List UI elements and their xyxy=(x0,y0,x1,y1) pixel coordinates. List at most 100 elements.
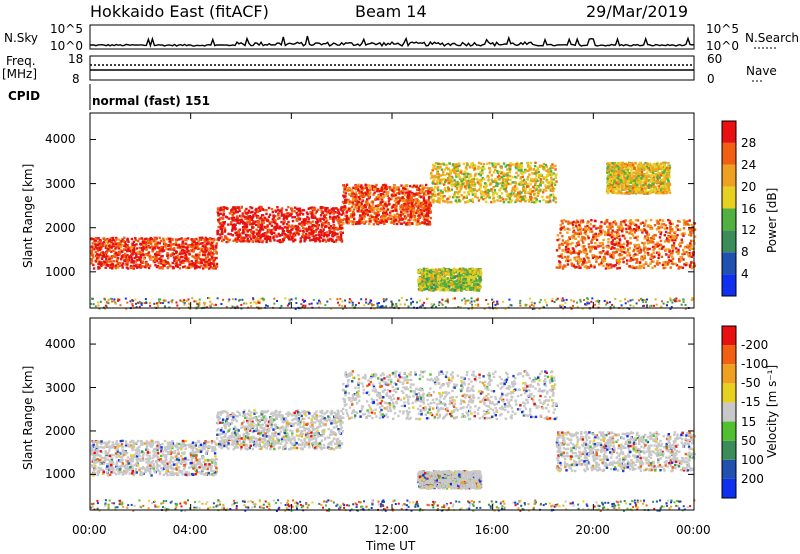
band-mark xyxy=(539,184,542,187)
band-mark xyxy=(339,218,343,222)
band-mark xyxy=(521,181,524,184)
band-mark xyxy=(261,233,265,236)
band-mark xyxy=(202,250,206,253)
band-mark xyxy=(187,244,190,247)
noise-mark xyxy=(171,301,173,304)
band-mark xyxy=(523,195,526,198)
band-mark xyxy=(401,206,404,209)
band-mark xyxy=(205,260,209,263)
band-mark xyxy=(106,260,109,263)
band-mark xyxy=(145,241,148,244)
band-mark xyxy=(440,168,444,171)
band-mark xyxy=(478,166,481,170)
noise-mark xyxy=(672,299,675,302)
band-mark xyxy=(635,225,639,228)
band-mark xyxy=(581,219,584,222)
band-mark xyxy=(290,225,293,228)
band-mark xyxy=(103,261,107,264)
band-mark xyxy=(509,164,512,168)
band-mark xyxy=(460,194,463,197)
band-mark xyxy=(177,243,180,247)
band-mark xyxy=(119,248,123,251)
band-mark xyxy=(345,201,348,204)
band-mark xyxy=(446,190,449,193)
band-mark xyxy=(528,200,531,203)
band-mark xyxy=(278,225,282,228)
band-mark xyxy=(400,204,404,208)
band-mark xyxy=(186,237,190,240)
band-mark xyxy=(611,233,614,236)
band-mark xyxy=(417,220,420,223)
band-mark xyxy=(467,192,471,196)
band-mark xyxy=(97,255,101,259)
noise-mark xyxy=(565,298,568,301)
band-mark xyxy=(690,255,693,258)
band-mark xyxy=(384,214,387,217)
band-mark xyxy=(517,166,521,170)
band-mark xyxy=(453,183,456,186)
band-mark xyxy=(312,235,316,238)
band-mark xyxy=(103,251,107,255)
band-mark xyxy=(637,227,640,230)
band-mark xyxy=(231,233,234,237)
band-mark xyxy=(537,192,540,195)
band-mark xyxy=(263,237,267,240)
noise-mark xyxy=(216,297,219,300)
band-mark xyxy=(158,249,161,252)
band-mark xyxy=(620,224,623,227)
band-mark xyxy=(343,199,347,202)
band-mark xyxy=(237,231,241,234)
band-mark xyxy=(428,207,431,211)
band-mark xyxy=(510,163,513,166)
band-mark xyxy=(138,237,141,241)
band-mark xyxy=(690,261,693,264)
noise-mark xyxy=(196,302,199,305)
band-mark xyxy=(584,250,587,254)
band-mark xyxy=(692,227,695,230)
band-mark xyxy=(329,237,332,241)
band-mark xyxy=(374,221,377,224)
band-mark xyxy=(278,234,281,237)
band-mark xyxy=(518,164,521,167)
band-mark xyxy=(255,223,258,227)
band-mark xyxy=(676,224,679,227)
band-mark xyxy=(643,251,647,254)
band-mark xyxy=(616,259,620,263)
noise-mark xyxy=(253,301,256,304)
band-mark xyxy=(174,240,178,244)
band-mark xyxy=(360,202,363,206)
band-mark xyxy=(650,239,653,242)
band-mark xyxy=(293,225,296,228)
band-mark xyxy=(542,175,545,179)
band-mark xyxy=(100,264,103,268)
band-mark xyxy=(315,221,318,224)
band-mark xyxy=(223,227,227,230)
band-mark xyxy=(335,227,338,231)
band-mark xyxy=(400,184,403,187)
band-mark xyxy=(632,222,635,225)
band-mark xyxy=(528,173,531,176)
band-mark xyxy=(477,172,481,176)
band-mark xyxy=(474,172,477,176)
noise-mark xyxy=(203,303,206,306)
band-mark xyxy=(643,224,646,227)
band-mark xyxy=(566,231,569,234)
band-mark xyxy=(650,260,654,263)
noise-mark xyxy=(180,300,183,303)
band-mark xyxy=(341,200,345,204)
noise-mark xyxy=(149,304,152,307)
band-mark xyxy=(571,241,574,245)
band-mark xyxy=(607,238,610,241)
band-mark xyxy=(467,186,471,189)
band-mark xyxy=(140,265,143,268)
band-mark xyxy=(426,204,429,207)
noise-mark xyxy=(453,297,456,300)
band-mark xyxy=(488,171,491,174)
band-mark xyxy=(176,265,180,268)
band-mark xyxy=(453,171,456,174)
band-mark xyxy=(123,240,127,244)
band-mark xyxy=(238,207,241,211)
band-mark xyxy=(191,255,194,258)
band-mark xyxy=(462,196,466,199)
noise-mark xyxy=(541,305,544,308)
